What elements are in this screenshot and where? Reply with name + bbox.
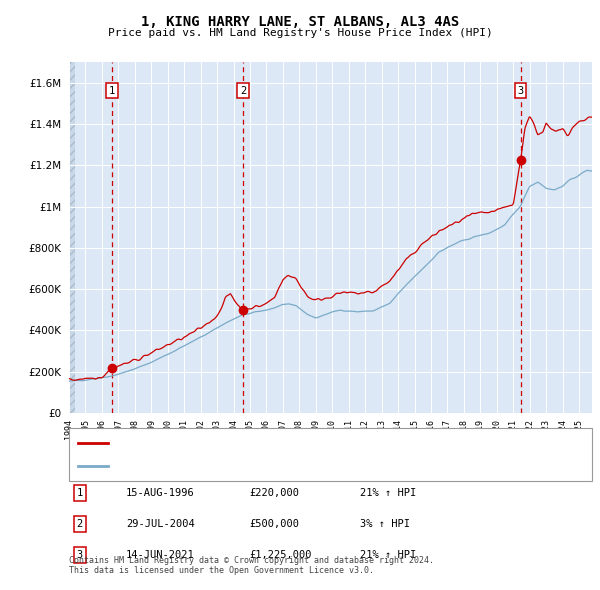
Text: 3: 3 — [518, 86, 524, 96]
Text: Price paid vs. HM Land Registry's House Price Index (HPI): Price paid vs. HM Land Registry's House … — [107, 28, 493, 38]
Text: 1: 1 — [109, 86, 115, 96]
Text: £500,000: £500,000 — [249, 519, 299, 529]
Text: 2: 2 — [77, 519, 83, 529]
Text: 3: 3 — [77, 550, 83, 560]
Text: Contains HM Land Registry data © Crown copyright and database right 2024.
This d: Contains HM Land Registry data © Crown c… — [69, 556, 434, 575]
Text: 14-JUN-2021: 14-JUN-2021 — [126, 550, 195, 560]
Text: 1: 1 — [77, 488, 83, 497]
Text: 21% ↑ HPI: 21% ↑ HPI — [360, 488, 416, 497]
Text: 15-AUG-1996: 15-AUG-1996 — [126, 488, 195, 497]
Text: HPI: Average price, detached house, St Albans: HPI: Average price, detached house, St A… — [114, 461, 379, 471]
Text: 1, KING HARRY LANE, ST ALBANS, AL3 4AS: 1, KING HARRY LANE, ST ALBANS, AL3 4AS — [141, 15, 459, 29]
Text: 3% ↑ HPI: 3% ↑ HPI — [360, 519, 410, 529]
Text: 21% ↑ HPI: 21% ↑ HPI — [360, 550, 416, 560]
Text: 2: 2 — [240, 86, 246, 96]
Text: £220,000: £220,000 — [249, 488, 299, 497]
Text: 29-JUL-2004: 29-JUL-2004 — [126, 519, 195, 529]
Text: 1, KING HARRY LANE, ST ALBANS, AL3 4AS (detached house): 1, KING HARRY LANE, ST ALBANS, AL3 4AS (… — [114, 438, 437, 448]
Text: £1,225,000: £1,225,000 — [249, 550, 311, 560]
